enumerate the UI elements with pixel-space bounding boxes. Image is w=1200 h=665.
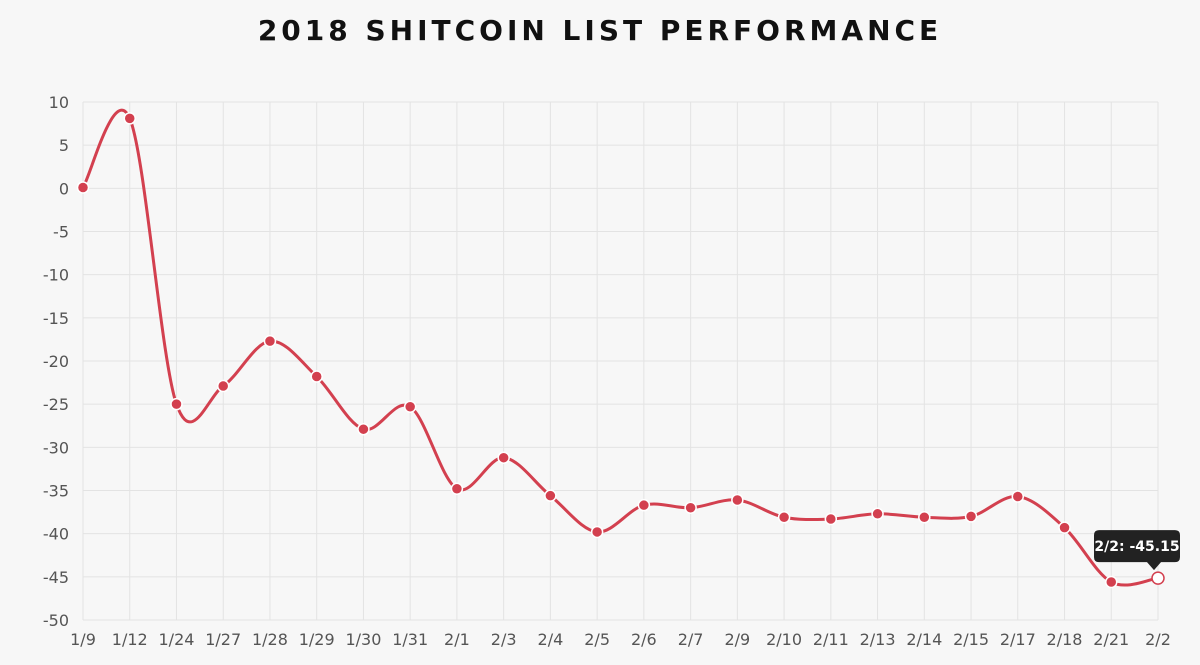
data-point[interactable] <box>170 397 183 411</box>
data-point[interactable] <box>1011 490 1025 503</box>
x-tick-label: 1/31 <box>392 630 428 649</box>
data-point-highlighted[interactable] <box>1151 571 1165 585</box>
x-tick-label: 2/11 <box>813 630 849 649</box>
series-line <box>81 108 1159 587</box>
y-tick-label: -10 <box>43 266 69 285</box>
data-point[interactable] <box>590 525 604 539</box>
x-tick-label: 2/10 <box>766 630 802 649</box>
series-line-layer <box>81 108 1159 587</box>
x-axis-ticks: 1/9 1/12 1/24 1/27 1/28 1/29 1/30 1/31 2/1 2/3 2/4… <box>70 630 1171 649</box>
chart-title: 2018 SHITCOIN LIST PERFORMANCE <box>257 14 943 47</box>
data-point[interactable] <box>777 511 791 524</box>
x-tick-label: 2/5 <box>584 630 610 649</box>
y-tick-label: -35 <box>43 482 69 501</box>
data-point[interactable] <box>824 512 838 526</box>
data-point[interactable] <box>357 422 370 436</box>
data-point[interactable] <box>871 507 884 521</box>
x-tick-label: 1/9 <box>70 630 96 649</box>
data-points <box>76 112 1165 589</box>
y-tick-label: -20 <box>43 352 69 371</box>
data-point[interactable] <box>216 379 230 393</box>
data-point[interactable] <box>1058 521 1071 534</box>
data-point[interactable] <box>403 400 417 414</box>
tooltip: 2/2: -45.15 <box>1094 530 1180 571</box>
data-point[interactable] <box>497 451 510 464</box>
y-tick-label: -30 <box>43 438 69 457</box>
data-point[interactable] <box>684 501 697 515</box>
y-tick-label: -5 <box>53 223 69 242</box>
data-point[interactable] <box>544 489 557 502</box>
x-tick-label: 2/2 <box>1145 630 1171 649</box>
y-tick-label: 10 <box>49 93 69 112</box>
y-tick-label: -40 <box>43 525 69 544</box>
data-point[interactable] <box>1105 575 1118 589</box>
y-tick-label: -45 <box>43 568 69 587</box>
y-axis-ticks: 10 5 0 -5 -10 -15 -20 -25 -30 -35 -40 -45 -50 <box>43 93 69 630</box>
x-tick-label: 2/15 <box>953 630 989 649</box>
x-tick-label: 2/17 <box>1000 630 1036 649</box>
x-tick-label: 2/9 <box>724 630 750 649</box>
x-tick-label: 2/18 <box>1047 630 1083 649</box>
tooltip-box <box>1094 530 1180 571</box>
data-point[interactable] <box>310 370 323 383</box>
x-tick-label: 2/6 <box>631 630 657 649</box>
y-tick-label: 0 <box>59 179 69 198</box>
x-tick-label: 2/3 <box>491 630 517 649</box>
data-point[interactable] <box>76 181 90 194</box>
x-tick-label: 2/13 <box>860 630 896 649</box>
data-point[interactable] <box>450 482 464 496</box>
x-tick-label: 2/21 <box>1093 630 1129 649</box>
x-tick-label: 1/24 <box>159 630 195 649</box>
y-tick-label: -15 <box>43 309 69 328</box>
data-point[interactable] <box>731 493 744 507</box>
data-point[interactable] <box>263 334 277 348</box>
tooltip-text: 2/2: -45.15 <box>1094 539 1179 555</box>
y-tick-label: 5 <box>59 136 69 155</box>
x-tick-label: 1/28 <box>252 630 288 649</box>
x-tick-label: 1/29 <box>299 630 335 649</box>
y-tick-label: -25 <box>43 395 69 414</box>
data-point[interactable] <box>123 112 136 125</box>
x-tick-label: 1/27 <box>205 630 241 649</box>
y-tick-label: -50 <box>43 611 69 630</box>
x-tick-label: 2/14 <box>906 630 942 649</box>
data-point[interactable] <box>918 511 931 524</box>
x-tick-label: 2/1 <box>444 630 470 649</box>
data-point[interactable] <box>637 498 651 512</box>
x-tick-label: 1/30 <box>345 630 381 649</box>
x-tick-label: 2/4 <box>538 630 564 649</box>
data-point[interactable] <box>964 510 978 523</box>
x-tick-label: 1/12 <box>112 630 148 649</box>
x-tick-label: 2/7 <box>678 630 704 649</box>
